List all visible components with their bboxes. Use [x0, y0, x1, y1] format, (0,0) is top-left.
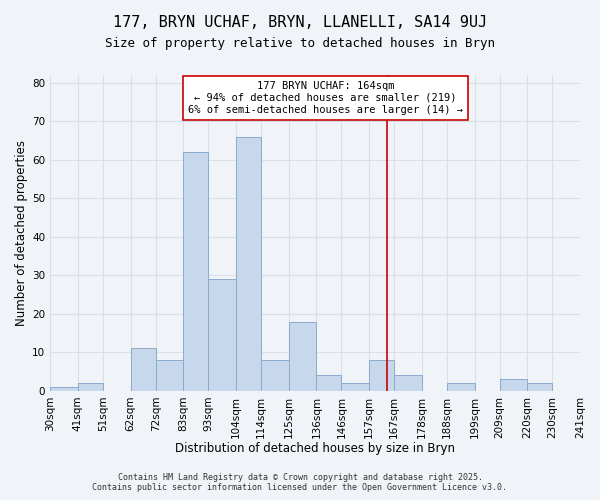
Bar — [369, 360, 394, 391]
Text: Size of property relative to detached houses in Bryn: Size of property relative to detached ho… — [105, 38, 495, 51]
Bar — [500, 380, 527, 391]
Text: 177, BRYN UCHAF, BRYN, LLANELLI, SA14 9UJ: 177, BRYN UCHAF, BRYN, LLANELLI, SA14 9U… — [113, 15, 487, 30]
Bar — [341, 383, 369, 391]
Bar — [208, 279, 236, 391]
Bar — [316, 376, 341, 391]
Bar — [236, 136, 261, 391]
Bar — [50, 387, 78, 391]
Bar — [394, 376, 422, 391]
Bar — [447, 383, 475, 391]
Bar — [261, 360, 289, 391]
X-axis label: Distribution of detached houses by size in Bryn: Distribution of detached houses by size … — [175, 442, 455, 455]
Y-axis label: Number of detached properties: Number of detached properties — [15, 140, 28, 326]
Bar — [289, 322, 316, 391]
Bar — [78, 383, 103, 391]
Text: 177 BRYN UCHAF: 164sqm
← 94% of detached houses are smaller (219)
6% of semi-det: 177 BRYN UCHAF: 164sqm ← 94% of detached… — [188, 82, 463, 114]
Bar — [183, 152, 208, 391]
Bar — [527, 383, 553, 391]
Bar — [155, 360, 183, 391]
Bar — [131, 348, 155, 391]
Text: Contains HM Land Registry data © Crown copyright and database right 2025.
Contai: Contains HM Land Registry data © Crown c… — [92, 473, 508, 492]
